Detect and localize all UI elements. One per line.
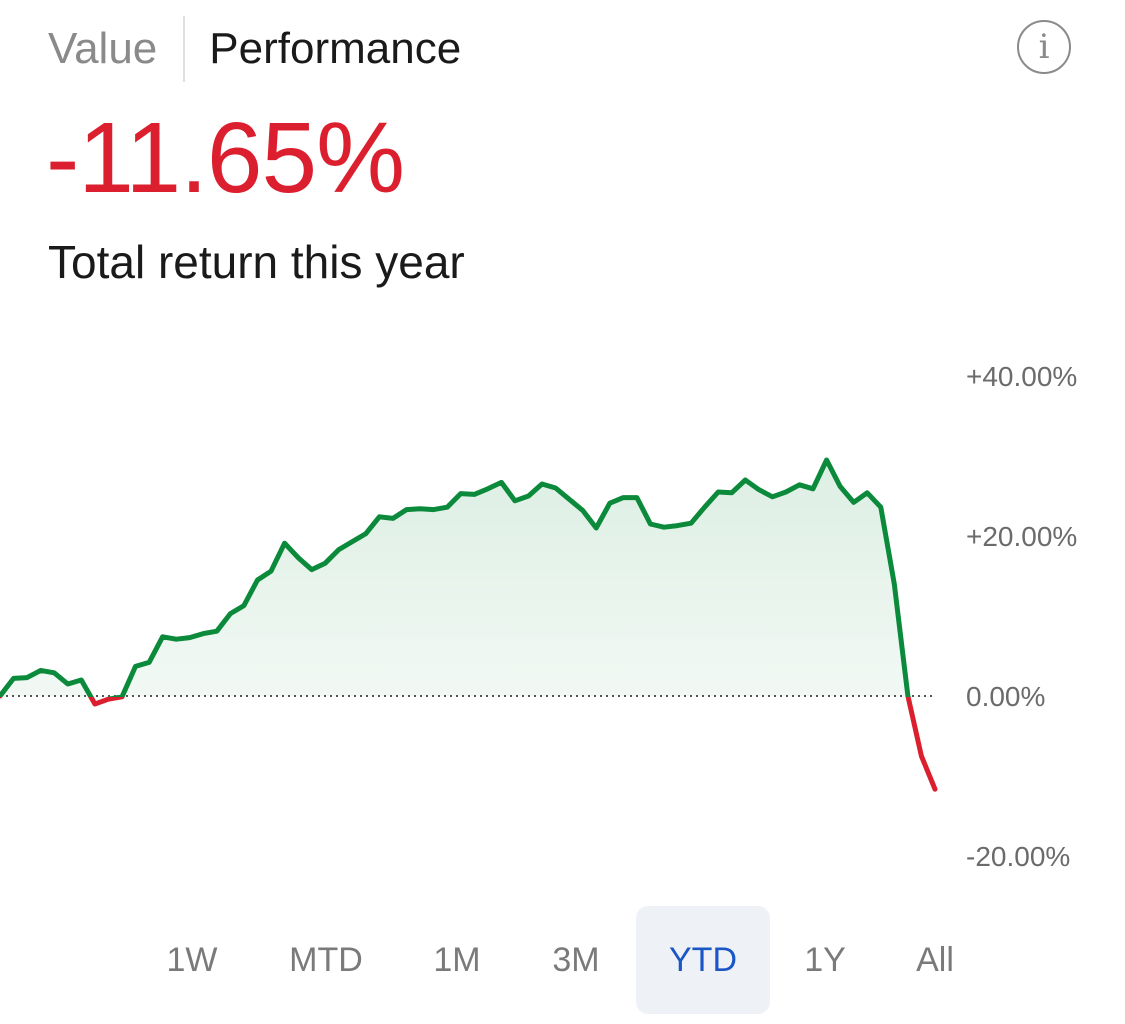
info-icon: i <box>1038 27 1050 67</box>
view-tabs: Value Performance <box>48 16 461 82</box>
range-1m[interactable]: 1M <box>433 940 481 979</box>
tab-value[interactable]: Value <box>48 24 158 73</box>
chart-area-fill <box>0 460 935 697</box>
range-ytd[interactable]: YTD <box>636 906 770 1014</box>
tab-divider <box>183 16 186 82</box>
range-3m[interactable]: 3M <box>552 940 600 979</box>
range-selector: 1W MTD 1M 3M YTD 1Y All <box>0 906 1125 1014</box>
range-all[interactable]: All <box>916 940 954 979</box>
y-tick-label: 0.00% <box>966 681 1045 712</box>
total-return-label: Total return this year <box>48 236 465 288</box>
range-1y[interactable]: 1Y <box>804 940 846 979</box>
y-tick-label: +20.00% <box>966 521 1077 552</box>
y-tick-label: -20.00% <box>966 841 1070 872</box>
performance-chart: +40.00% +20.00% 0.00% -20.00% <box>0 361 1077 872</box>
tab-performance[interactable]: Performance <box>209 24 462 73</box>
y-tick-label: +40.00% <box>966 361 1077 392</box>
range-mtd[interactable]: MTD <box>289 940 363 979</box>
range-1w[interactable]: 1W <box>166 940 218 979</box>
series-line-positive <box>0 457 911 697</box>
info-button[interactable]: i <box>1017 20 1071 74</box>
total-return-value: -11.65% <box>46 102 405 214</box>
